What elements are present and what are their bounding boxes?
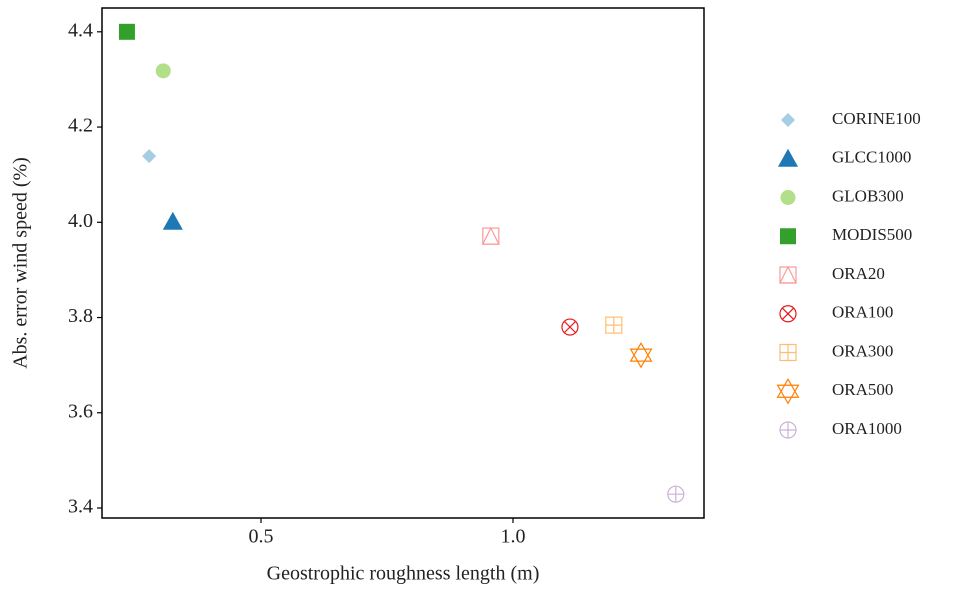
y-tick-label: 3.6: [68, 400, 93, 422]
marker-part: [780, 190, 796, 205]
marker-part: [781, 307, 795, 320]
point: [667, 485, 685, 503]
legend-label: GLOB300: [832, 186, 904, 205]
legend-marker: [780, 190, 796, 205]
legend-label: ORA500: [832, 380, 893, 399]
legend-marker: [779, 421, 797, 439]
legend-marker: [779, 343, 797, 362]
marker-part: [142, 149, 157, 164]
marker-part: [482, 227, 500, 245]
x-axis-label: Geostrophic roughness length (m): [267, 563, 540, 585]
marker-part: [561, 318, 579, 336]
point: [605, 316, 623, 334]
marker-part: [162, 211, 183, 230]
marker-part: [780, 344, 796, 361]
marker-part: [667, 486, 684, 503]
plot-frame: [101, 7, 705, 519]
marker-part: [780, 422, 796, 438]
y-tick-label: 3.4: [68, 496, 93, 518]
y-tick-label: 4.4: [68, 19, 93, 41]
point: [118, 23, 135, 40]
legend-marker: [779, 265, 797, 284]
y-tick-label: 4.0: [68, 210, 93, 232]
legend-marker: [781, 113, 795, 127]
legend-label: GLCC1000: [832, 148, 911, 167]
marker-part: [629, 348, 653, 369]
legend-label: ORA20: [832, 264, 885, 283]
legend-marker: [780, 228, 796, 245]
legend-label: MODIS500: [832, 225, 912, 244]
marker-part: [776, 378, 800, 398]
point: [481, 226, 500, 245]
point: [142, 149, 157, 164]
marker-part: [780, 228, 796, 245]
marker-part: [563, 320, 577, 334]
marker-part: [605, 317, 622, 334]
legend-marker: [779, 305, 797, 323]
x-tick-label: 0.5: [249, 526, 274, 548]
marker-part: [781, 113, 795, 127]
legend-marker: [776, 378, 800, 405]
y-axis-label: Abs. error wind speed (%): [10, 157, 32, 369]
y-tick-label: 4.2: [68, 115, 93, 137]
marker-part: [778, 148, 798, 167]
x-tick-label: 1.0: [500, 526, 525, 548]
marker-part: [118, 23, 135, 40]
legend-label: ORA1000: [832, 419, 902, 438]
point: [162, 211, 183, 230]
marker-part: [779, 305, 797, 323]
point: [561, 318, 579, 336]
marker-part: [629, 341, 653, 362]
marker-part: [779, 266, 797, 284]
marker-part: [155, 63, 171, 79]
point: [155, 63, 171, 79]
legend-label: ORA300: [832, 341, 893, 360]
marker-part: [776, 384, 800, 405]
marker-part: [779, 265, 797, 284]
point: [629, 341, 653, 369]
legend-label: CORINE100: [832, 109, 921, 128]
y-tick-label: 3.8: [68, 305, 93, 327]
legend-marker: [778, 148, 798, 167]
legend-label: ORA100: [832, 303, 893, 322]
marker-part: [481, 226, 500, 245]
